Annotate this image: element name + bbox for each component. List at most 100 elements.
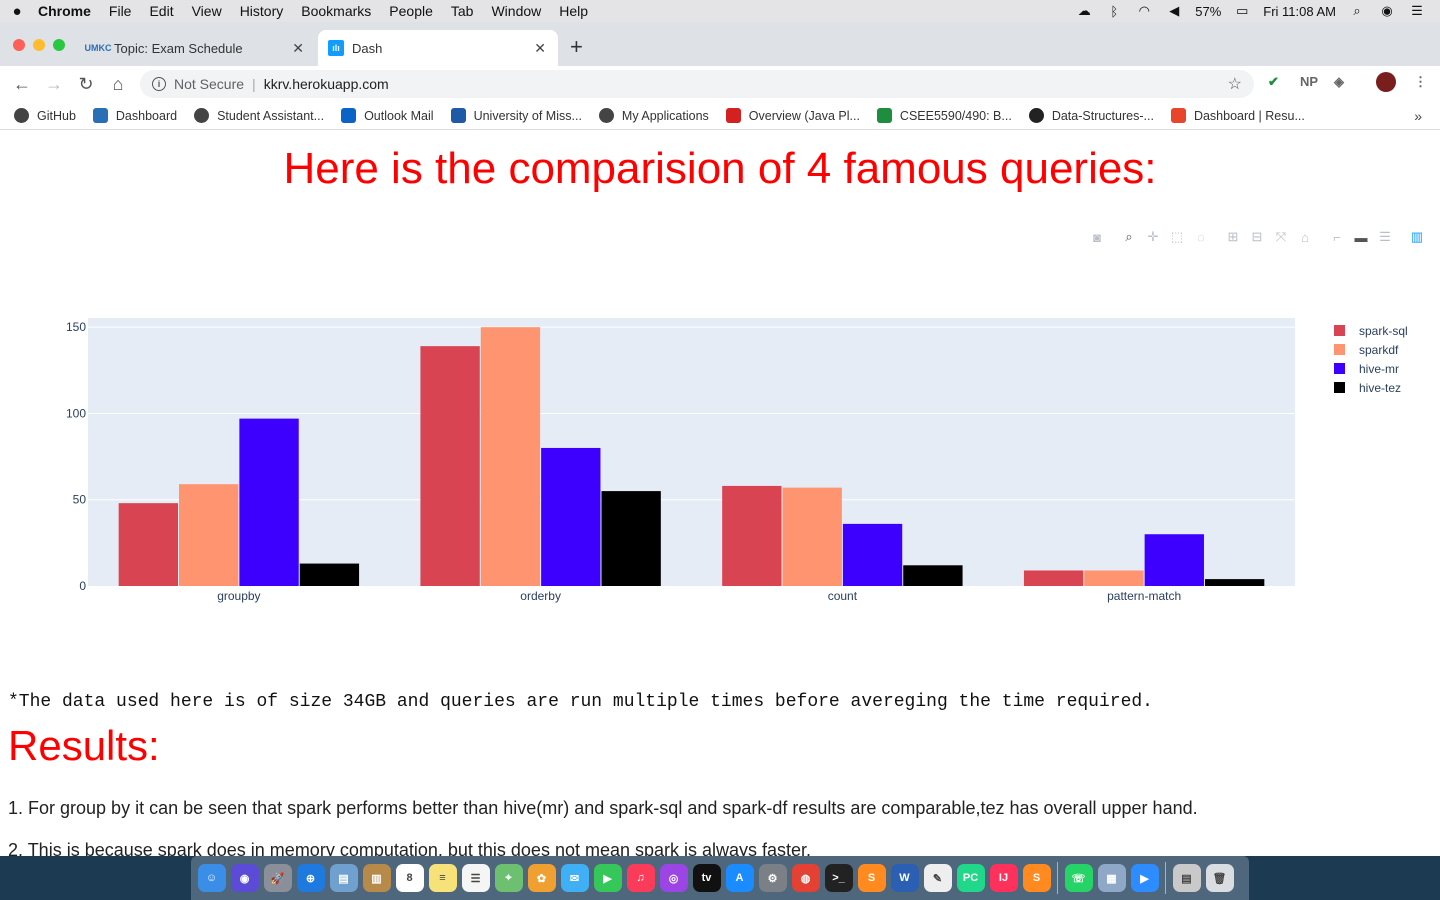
dock-app[interactable]: ⊕ — [294, 863, 327, 893]
dock-app[interactable]: ☰ — [459, 863, 492, 893]
np-extension-button[interactable]: NP — [1300, 74, 1319, 89]
bookmark-item[interactable]: CSEE5590/490: B... — [876, 108, 1012, 123]
profile-avatar[interactable] — [1376, 72, 1396, 92]
dock-app[interactable]: ▶ — [591, 863, 624, 893]
menu-edit[interactable]: Edit — [149, 3, 174, 19]
dock-app[interactable]: ☏ — [1062, 863, 1095, 893]
menu-bookmarks[interactable]: Bookmarks — [301, 3, 372, 19]
dock-app[interactable]: S — [1020, 863, 1053, 893]
menu-clock[interactable]: Fri 11:08 AM — [1263, 3, 1336, 19]
dock-app[interactable]: ✎ — [921, 863, 954, 893]
creative-cloud-icon[interactable]: ☁ — [1077, 3, 1091, 18]
zoom-window-button[interactable] — [53, 39, 65, 51]
dock-app[interactable]: IJ — [987, 863, 1020, 893]
dock-app[interactable]: ◉ — [228, 863, 261, 893]
menu-tab[interactable]: Tab — [450, 3, 474, 19]
zoom-in-icon[interactable]: ⊞ — [1227, 229, 1239, 244]
dock-app[interactable]: ◍ — [789, 863, 822, 893]
spotlight-search-icon[interactable]: ⌕ — [1353, 3, 1361, 18]
menu-window[interactable]: Window — [491, 3, 542, 19]
notification-center-icon[interactable]: ☰ — [1411, 3, 1423, 18]
dock-app[interactable]: ◎ — [657, 863, 690, 893]
minimize-window-button[interactable] — [33, 39, 45, 51]
dock-app[interactable]: ✿ — [525, 863, 558, 893]
dock-app[interactable]: S — [855, 863, 888, 893]
dock-app[interactable]: ▤ — [1170, 863, 1203, 893]
dock-app[interactable]: tv — [690, 863, 723, 893]
menu-people[interactable]: People — [389, 3, 433, 19]
box-select-icon[interactable]: ⬚ — [1170, 229, 1184, 244]
bookmarks-overflow-icon[interactable]: » — [1414, 108, 1422, 124]
reset-axes-icon[interactable]: ⌂ — [1301, 229, 1309, 245]
volume-icon[interactable]: ◀ — [1169, 3, 1180, 18]
spike-lines-icon[interactable]: ⌐ — [1333, 229, 1341, 245]
close-tab-icon[interactable]: ✕ — [292, 39, 304, 56]
forward-button[interactable]: → — [45, 73, 63, 94]
pan-icon[interactable]: ✛ — [1147, 229, 1159, 244]
bookmark-item[interactable]: Outlook Mail — [341, 108, 434, 123]
chrome-menu-icon[interactable]: ⋮ — [1414, 74, 1427, 89]
dock-app[interactable]: 8 — [393, 863, 426, 893]
dock-app[interactable]: 🚀 — [261, 863, 294, 893]
shield-extension-icon[interactable]: ✔ — [1268, 74, 1279, 89]
bookmark-item[interactable]: Student Assistant... — [194, 108, 324, 123]
menu-view[interactable]: View — [191, 3, 222, 19]
bar-sparkdf-orderby — [480, 327, 541, 586]
bar-hive-mr-orderby — [541, 447, 601, 586]
home-button[interactable]: ⌂ — [112, 73, 124, 94]
dock-app[interactable]: W — [888, 863, 921, 893]
tab-dash[interactable]: ılı Dash ✕ — [318, 30, 558, 66]
siri-menu-icon[interactable]: ◉ — [1381, 3, 1393, 18]
site-info-icon[interactable]: i — [152, 77, 166, 91]
url-text[interactable]: kkrv.herokuapp.com — [263, 76, 389, 92]
dock-app[interactable]: >_ — [822, 863, 855, 893]
pycharm-icon: PC — [956, 864, 985, 892]
dock-app[interactable]: PC — [954, 863, 987, 893]
close-tab-icon[interactable]: ✕ — [534, 39, 546, 56]
camera-icon[interactable]: ◙ — [1093, 229, 1101, 245]
new-tab-button[interactable]: + — [570, 34, 583, 59]
dock-app[interactable]: ▥ — [360, 863, 393, 893]
dock-app[interactable]: ▶ — [1128, 863, 1161, 893]
privacy-badger-icon[interactable]: ◈ — [1334, 74, 1344, 89]
reload-button[interactable]: ↻ — [78, 73, 94, 94]
zoom-out-icon[interactable]: ⊟ — [1251, 229, 1263, 244]
bookmark-item[interactable]: Dashboard — [92, 108, 177, 123]
dock-app[interactable]: ⚙ — [756, 863, 789, 893]
autoscale-icon[interactable]: ⤧ — [1275, 229, 1287, 244]
battery-icon[interactable]: ▭ — [1236, 3, 1249, 18]
plotly-logo-icon[interactable]: ▥ — [1410, 229, 1424, 244]
bluetooth-icon[interactable]: ᛒ — [1110, 3, 1119, 19]
bookmark-item[interactable]: Dashboard | Resu... — [1170, 108, 1305, 123]
bookmark-star-icon[interactable]: ☆ — [1227, 76, 1242, 93]
menu-file[interactable]: File — [108, 3, 132, 19]
dock-app[interactable]: ⌖ — [492, 863, 525, 893]
bookmark-item[interactable]: Data-Structures-... — [1028, 108, 1154, 123]
dock-app[interactable]: ▦ — [1095, 863, 1128, 893]
close-window-button[interactable] — [13, 39, 25, 51]
lasso-select-icon[interactable]: ◌ — [1197, 229, 1205, 245]
tab-topic-exam-schedule[interactable]: UMKC Topic: Exam Schedule ✕ — [80, 30, 316, 66]
menu-history[interactable]: History — [239, 3, 284, 19]
dock-app[interactable]: ≡ — [426, 863, 459, 893]
dock-app[interactable]: ☺ — [195, 863, 228, 893]
dock-app[interactable]: 🗑 — [1203, 863, 1236, 893]
bookmark-item[interactable]: My Applications — [598, 108, 709, 123]
address-bar[interactable]: i Not Secure | kkrv.herokuapp.com ☆ — [140, 70, 1254, 98]
zoom-icon[interactable]: ⌕ — [1125, 229, 1133, 244]
wifi-icon[interactable]: ◠ — [1138, 3, 1150, 18]
dock-app[interactable]: ♫ — [624, 863, 657, 893]
back-button[interactable]: ← — [13, 73, 31, 94]
sublime2-icon: S — [1022, 864, 1051, 892]
hover-closest-icon[interactable]: ▬ — [1354, 229, 1368, 245]
bookmark-item[interactable]: GitHub — [14, 108, 76, 123]
apple-menu-icon[interactable]: ● — [12, 2, 22, 20]
menu-help[interactable]: Help — [559, 3, 589, 19]
dock-app[interactable]: A — [723, 863, 756, 893]
bookmark-item[interactable]: Overview (Java Pl... — [725, 108, 860, 123]
dock-app[interactable]: ▤ — [327, 863, 360, 893]
hover-compare-icon[interactable]: ☰ — [1379, 229, 1391, 244]
dock-app[interactable]: ✉ — [558, 863, 591, 893]
menu-app-name[interactable]: Chrome — [38, 3, 91, 19]
bookmark-item[interactable]: University of Miss... — [450, 108, 582, 123]
